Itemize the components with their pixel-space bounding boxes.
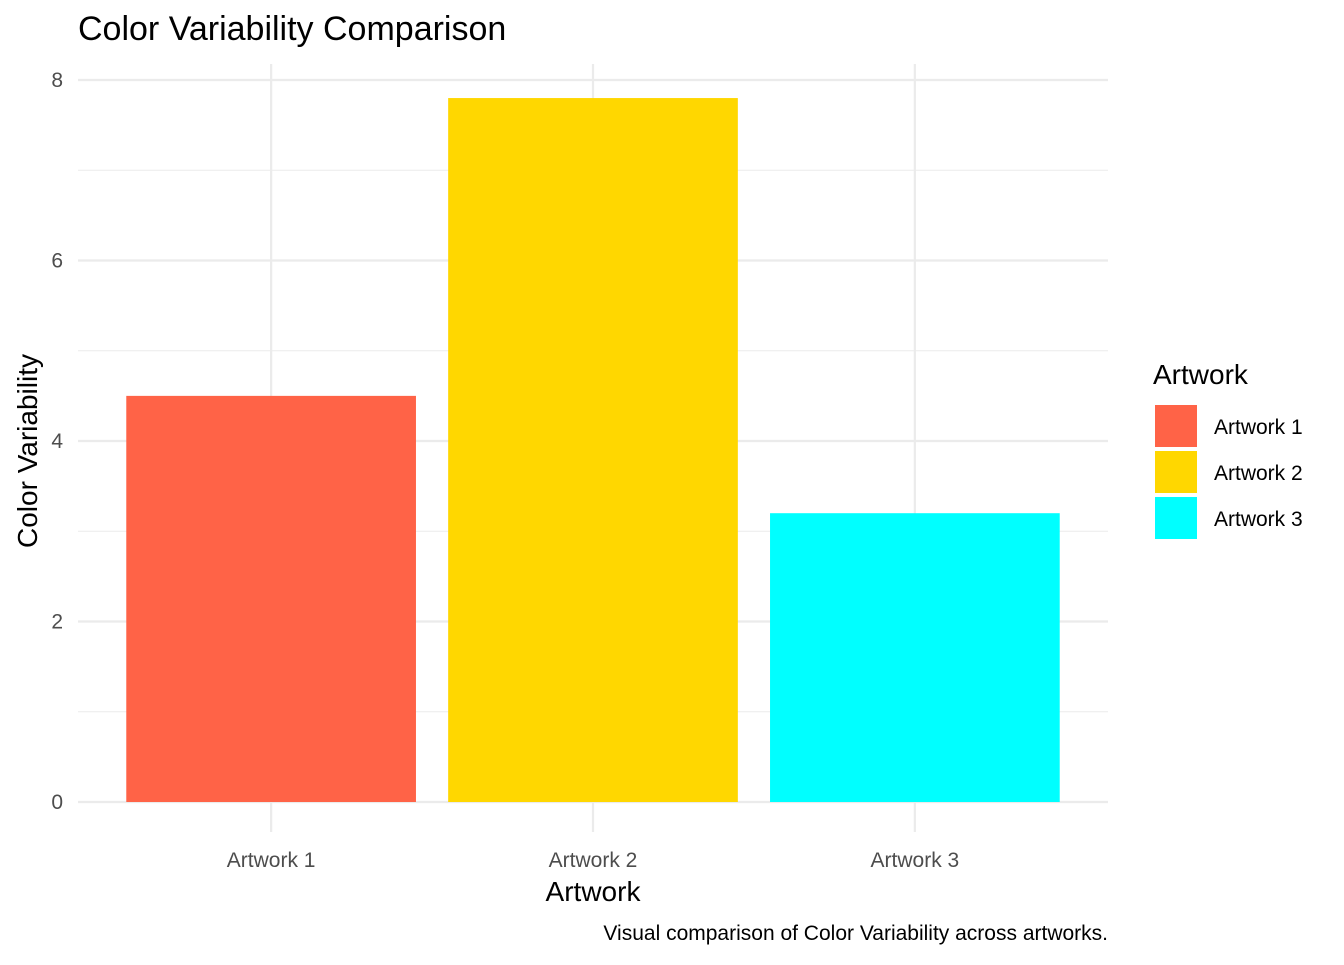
y-axis-ticks: 0 2 4 6 8: [51, 69, 63, 814]
legend-swatch: [1155, 497, 1197, 539]
x-axis-ticks: Artwork 1 Artwork 2 Artwork 3: [227, 849, 959, 872]
chart-title: Color Variability Comparison: [78, 10, 506, 48]
bar-artwork-2: [448, 98, 738, 803]
y-tick-label: 6: [51, 250, 63, 273]
bars: [126, 98, 1060, 803]
y-tick-label: 2: [51, 611, 63, 634]
y-axis-title: Color Variability: [12, 354, 43, 548]
y-tick-label: 4: [51, 430, 63, 453]
x-tick-label: Artwork 2: [549, 849, 638, 872]
y-tick-label: 0: [51, 791, 63, 814]
legend-swatch: [1155, 405, 1197, 447]
x-tick-label: Artwork 3: [871, 849, 960, 872]
bar-artwork-1: [126, 395, 416, 802]
legend-label: Artwork 3: [1214, 508, 1303, 531]
x-tick-label: Artwork 1: [227, 849, 316, 872]
legend-swatch: [1155, 451, 1197, 493]
legend-label: Artwork 1: [1214, 416, 1303, 439]
legend: Artwork Artwork 1 Artwork 2 Artwork 3: [1153, 359, 1303, 539]
y-tick-label: 8: [51, 69, 63, 92]
x-axis-title: Artwork: [546, 876, 642, 907]
legend-label: Artwork 2: [1214, 462, 1303, 485]
legend-title: Artwork: [1153, 359, 1249, 390]
chart-caption: Visual comparison of Color Variability a…: [603, 922, 1108, 945]
bar-artwork-3: [770, 513, 1060, 802]
